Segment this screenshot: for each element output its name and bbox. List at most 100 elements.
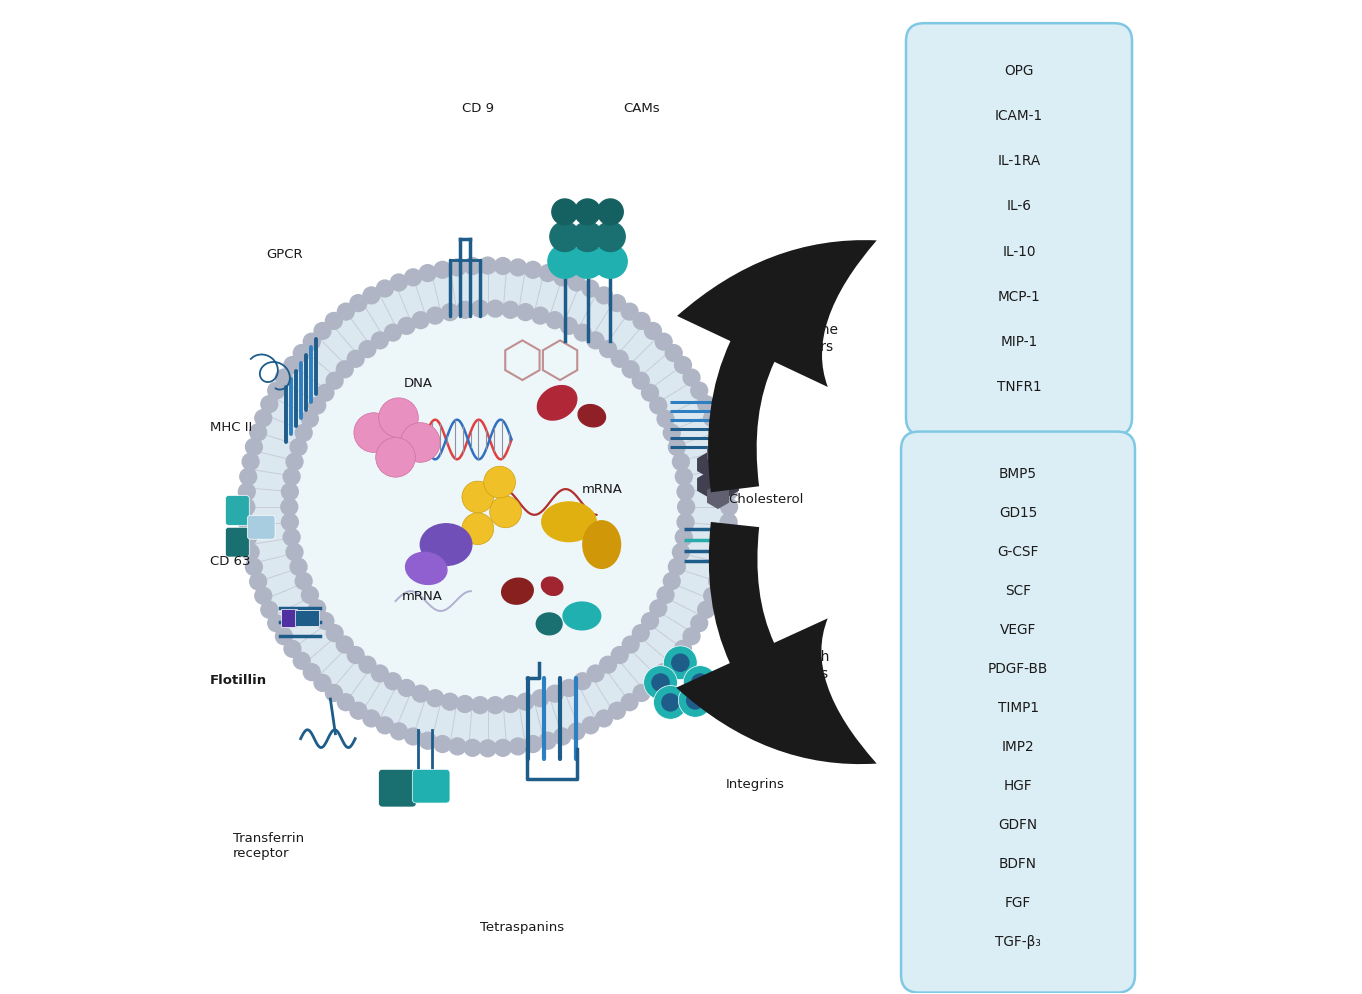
- Circle shape: [642, 612, 658, 629]
- Circle shape: [560, 317, 577, 334]
- Text: Flotillin: Flotillin: [210, 674, 267, 687]
- Ellipse shape: [406, 553, 447, 584]
- Circle shape: [364, 287, 380, 304]
- Circle shape: [550, 222, 580, 251]
- Circle shape: [704, 587, 720, 604]
- FancyBboxPatch shape: [281, 609, 297, 627]
- Circle shape: [282, 483, 298, 500]
- Circle shape: [665, 345, 682, 362]
- Text: PDGF-BB: PDGF-BB: [987, 662, 1049, 676]
- Circle shape: [622, 636, 639, 653]
- Text: GDFN: GDFN: [998, 818, 1038, 832]
- Circle shape: [240, 529, 256, 546]
- Text: Integrins: Integrins: [726, 778, 785, 791]
- Circle shape: [309, 600, 326, 616]
- FancyBboxPatch shape: [226, 527, 249, 557]
- Text: TGF-β₃: TGF-β₃: [996, 935, 1041, 949]
- Circle shape: [242, 544, 259, 561]
- Circle shape: [309, 397, 326, 414]
- Circle shape: [449, 738, 466, 754]
- Text: CD 63: CD 63: [210, 555, 251, 568]
- Circle shape: [296, 424, 312, 441]
- Circle shape: [486, 300, 504, 317]
- Circle shape: [678, 498, 695, 515]
- Circle shape: [376, 717, 394, 734]
- Circle shape: [286, 453, 302, 470]
- Circle shape: [350, 703, 366, 719]
- Circle shape: [326, 312, 342, 329]
- Circle shape: [290, 559, 306, 576]
- FancyBboxPatch shape: [902, 431, 1135, 993]
- Circle shape: [479, 740, 496, 756]
- FancyBboxPatch shape: [413, 769, 449, 803]
- Circle shape: [571, 245, 605, 278]
- Circle shape: [413, 685, 429, 702]
- FancyBboxPatch shape: [248, 516, 275, 539]
- Circle shape: [249, 423, 267, 440]
- Text: G-CSF: G-CSF: [997, 546, 1039, 560]
- Circle shape: [456, 301, 474, 318]
- Circle shape: [697, 601, 715, 618]
- Circle shape: [539, 733, 556, 749]
- Circle shape: [560, 680, 577, 697]
- Circle shape: [449, 259, 466, 276]
- Circle shape: [663, 646, 697, 680]
- Circle shape: [674, 640, 692, 657]
- Circle shape: [691, 383, 708, 399]
- Circle shape: [327, 372, 343, 389]
- Text: DNA: DNA: [403, 377, 433, 390]
- Circle shape: [720, 514, 737, 531]
- Circle shape: [677, 514, 695, 531]
- Ellipse shape: [563, 602, 601, 630]
- Circle shape: [644, 666, 677, 700]
- Text: BMP5: BMP5: [998, 467, 1036, 481]
- Text: TNFR1: TNFR1: [997, 380, 1042, 395]
- Circle shape: [632, 372, 650, 389]
- Text: CD 9: CD 9: [462, 102, 494, 115]
- Text: HGF: HGF: [1004, 779, 1032, 793]
- Circle shape: [503, 696, 519, 713]
- Circle shape: [490, 496, 522, 528]
- Circle shape: [494, 740, 511, 756]
- Circle shape: [719, 529, 735, 546]
- Circle shape: [708, 574, 726, 589]
- Text: CAMs: CAMs: [622, 102, 659, 115]
- Circle shape: [275, 628, 293, 645]
- Circle shape: [304, 664, 320, 681]
- Circle shape: [573, 324, 591, 341]
- Text: SCF: SCF: [1005, 584, 1031, 598]
- Circle shape: [720, 483, 737, 500]
- Circle shape: [622, 361, 639, 378]
- Circle shape: [533, 690, 549, 707]
- Circle shape: [546, 312, 564, 329]
- Circle shape: [413, 312, 429, 329]
- Circle shape: [426, 307, 444, 324]
- Circle shape: [471, 300, 489, 317]
- Text: Immune
factors: Immune factors: [782, 323, 839, 354]
- Circle shape: [434, 261, 451, 278]
- Text: mRNA: mRNA: [402, 589, 443, 602]
- Circle shape: [651, 673, 670, 692]
- Circle shape: [255, 587, 271, 604]
- Text: IL-1RA: IL-1RA: [997, 154, 1041, 168]
- Circle shape: [471, 697, 489, 714]
- Ellipse shape: [501, 579, 534, 604]
- Circle shape: [656, 586, 674, 603]
- Text: IL-6: IL-6: [1007, 200, 1031, 214]
- Circle shape: [548, 245, 582, 278]
- Ellipse shape: [537, 613, 563, 635]
- Circle shape: [518, 693, 534, 710]
- Text: MHC I: MHC I: [729, 674, 767, 687]
- Circle shape: [464, 740, 481, 756]
- Circle shape: [582, 280, 599, 297]
- Bar: [726, 531, 737, 559]
- Circle shape: [674, 357, 692, 374]
- Circle shape: [494, 257, 511, 274]
- Circle shape: [364, 710, 380, 727]
- Circle shape: [384, 324, 402, 341]
- Circle shape: [285, 640, 301, 657]
- Circle shape: [669, 559, 685, 576]
- Circle shape: [400, 422, 440, 462]
- Circle shape: [315, 675, 331, 691]
- Circle shape: [484, 466, 515, 498]
